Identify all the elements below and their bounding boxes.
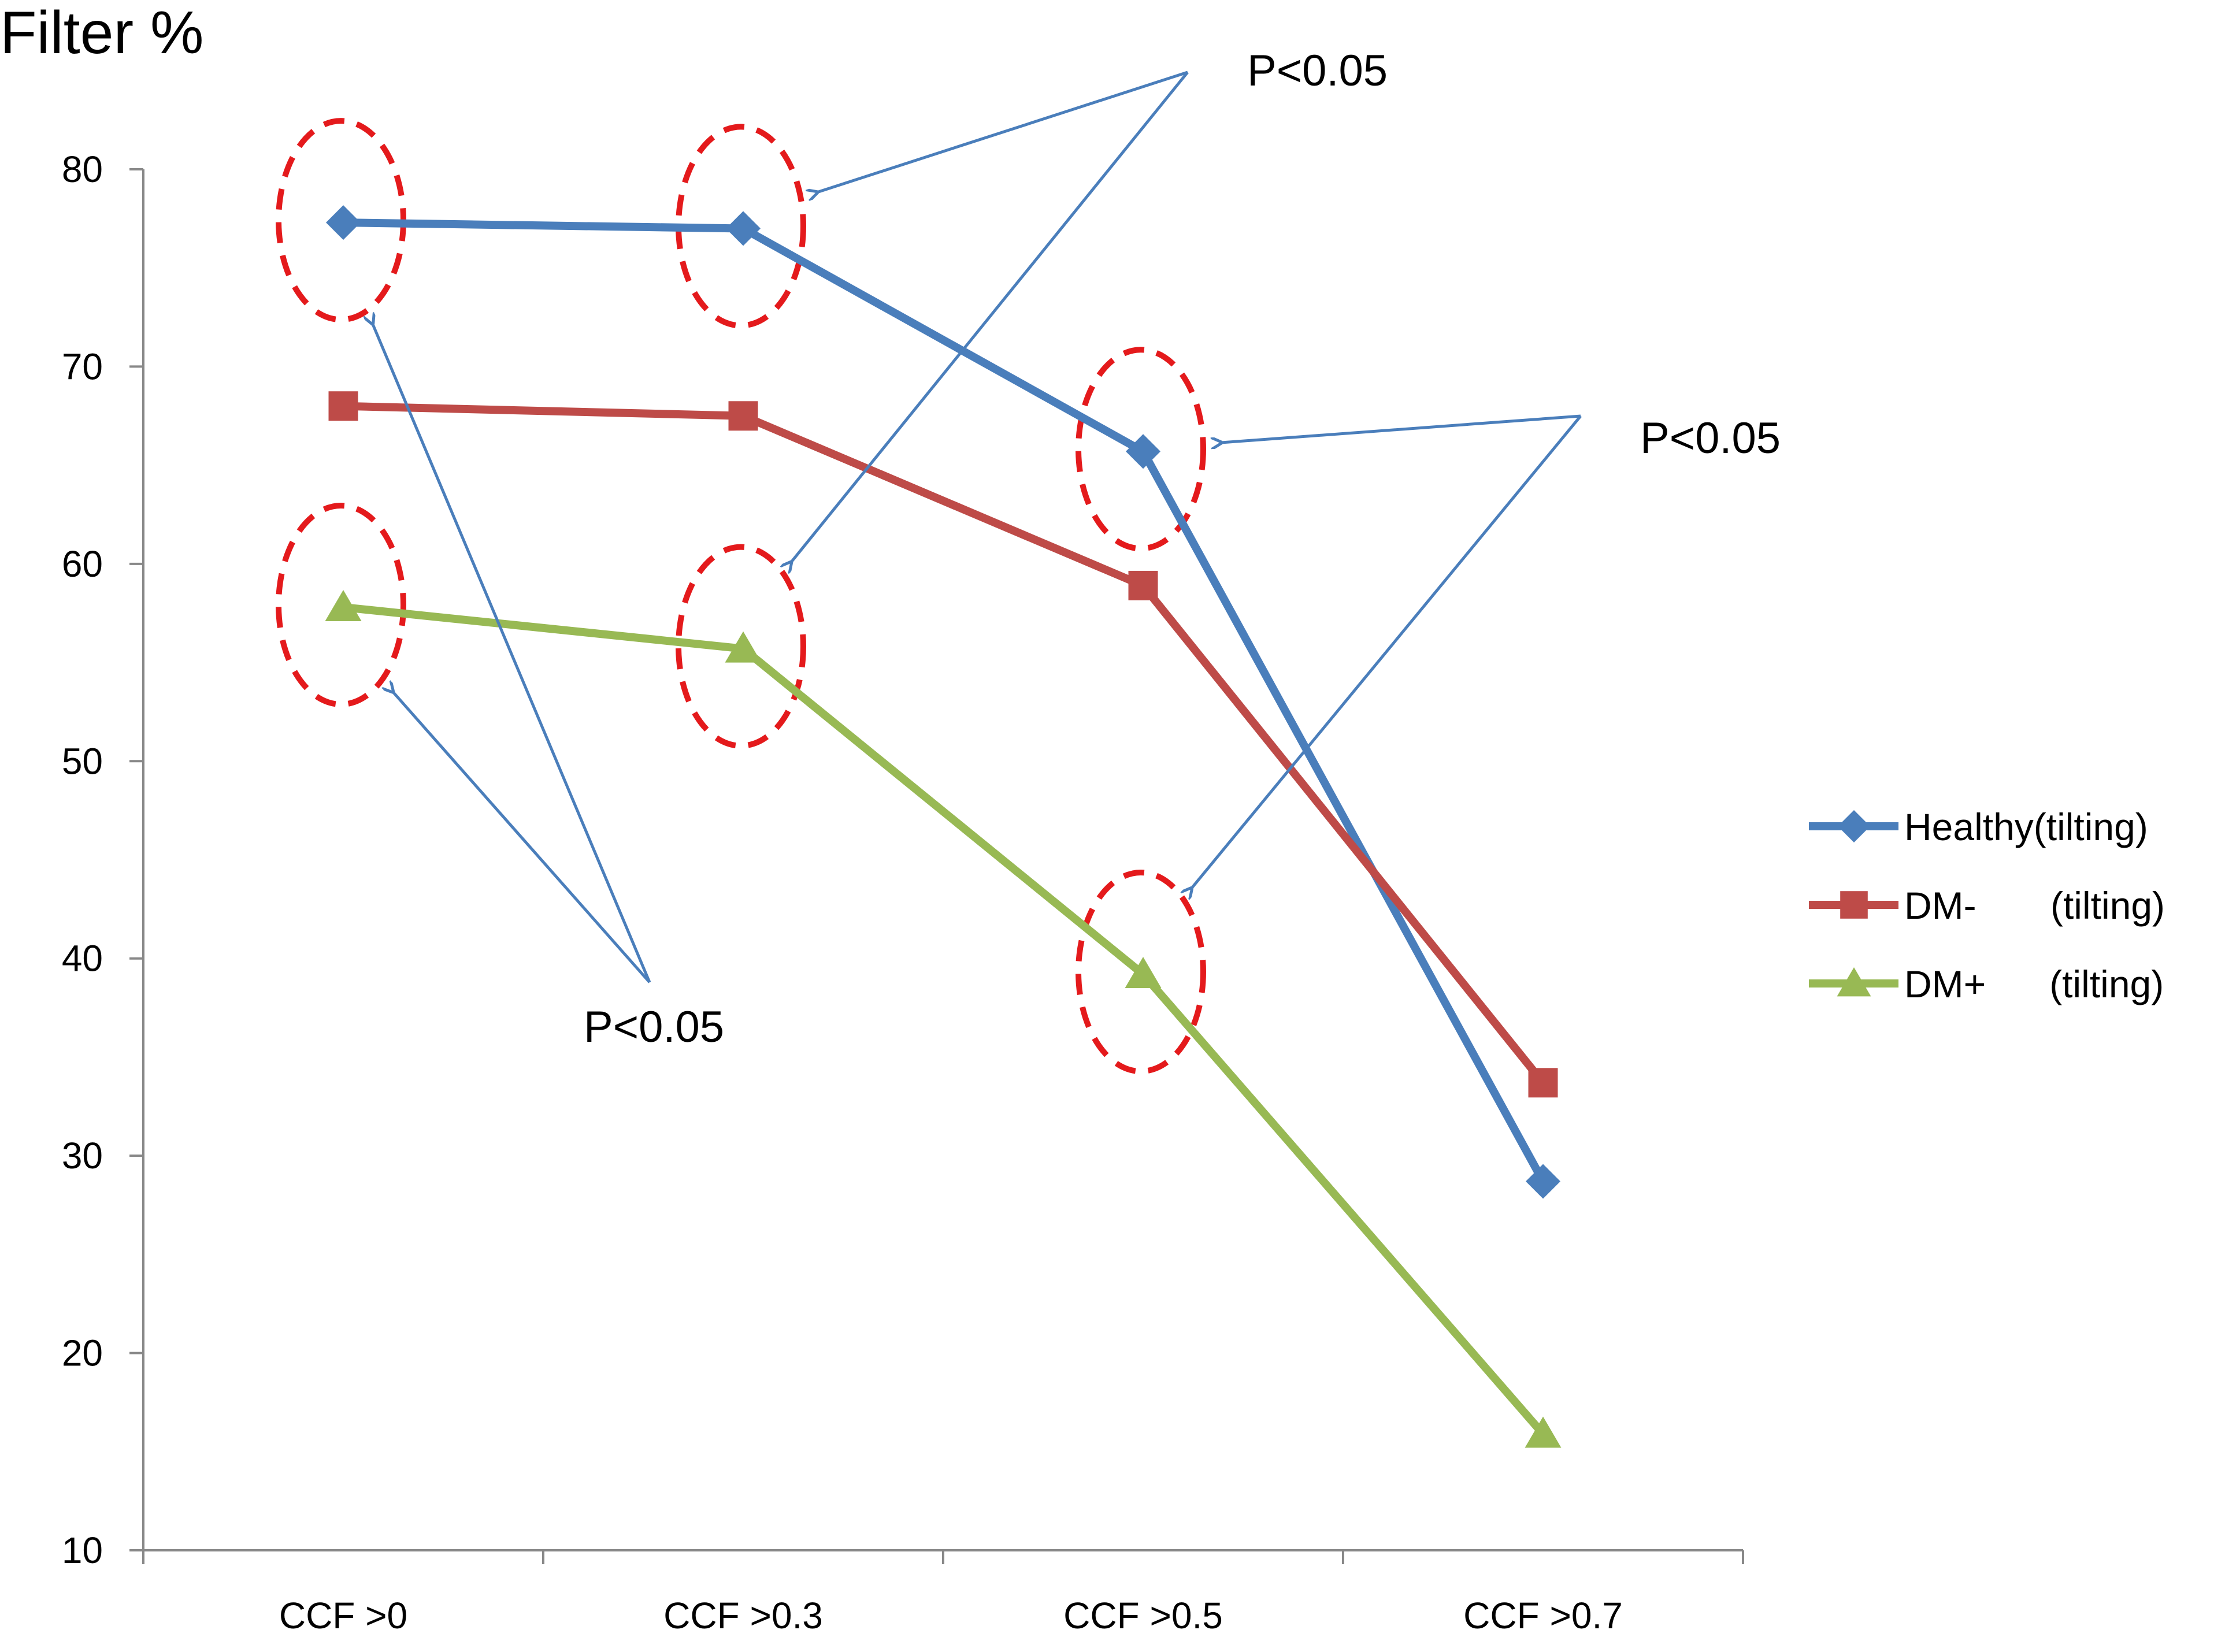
y-tick-label: 50 <box>62 740 103 782</box>
annotations: P<0.05 P<0.05 P<0.05 <box>373 46 1781 1052</box>
data-point-s2-p1 <box>725 631 762 663</box>
series-markers <box>325 205 1562 1448</box>
data-point-s1-p0 <box>328 391 358 421</box>
highlight-ellipse <box>276 502 406 707</box>
series-line-0 <box>343 218 1547 1183</box>
data-point-s0-p0 <box>326 205 361 240</box>
series-lines <box>343 218 1547 1437</box>
series-line-1 <box>343 402 1547 1086</box>
y-tick-label: 30 <box>62 1135 103 1176</box>
annotation-arrow <box>1222 414 1581 443</box>
annotation-label: P<0.05 <box>1640 414 1781 463</box>
data-point-s0-p2 <box>1126 434 1160 469</box>
data-point-s1-p3 <box>1528 1068 1558 1098</box>
y-tick-label: 10 <box>62 1530 103 1571</box>
x-tick-label: CCF >0.3 <box>663 1595 823 1636</box>
x-axis-ticks: CCF >0 CCF >0.3 CCF >0.5 CCF >0.7 <box>142 1550 1744 1636</box>
legend-label: DM- (tilting) <box>1904 884 2165 927</box>
annotation-arrow <box>792 71 1189 562</box>
x-tick-label: CCF >0.5 <box>1063 1595 1223 1636</box>
data-point-s0-p3 <box>1526 1164 1560 1199</box>
data-point-s2-p0 <box>325 589 362 621</box>
series-line-2 <box>343 603 1547 1437</box>
legend: Healthy(tilting) DM- (tilting) DM+ (tiltin… <box>1809 805 2165 1005</box>
y-tick-label: 60 <box>62 543 103 585</box>
y-axis-ticks: 10 20 30 40 50 60 70 80 <box>62 149 143 1571</box>
x-tick-label: CCF >0.7 <box>1463 1595 1623 1636</box>
y-tick-label: 20 <box>62 1332 103 1374</box>
y-tick-label: 80 <box>62 149 103 190</box>
y-tick-label: 40 <box>62 938 103 979</box>
data-point-s1-p2 <box>1128 570 1158 600</box>
annotation-label: P<0.05 <box>1247 46 1388 95</box>
data-point-s2-p2 <box>1125 957 1162 989</box>
legend-marker <box>1840 891 1868 919</box>
annotation-arrow <box>394 692 651 983</box>
legend-label: Healthy(tilting) <box>1904 805 2148 848</box>
y-tick-label: 70 <box>62 346 103 387</box>
x-tick-label: CCF >0 <box>279 1595 407 1636</box>
highlight-ellipse <box>676 544 806 749</box>
highlight-ellipse <box>1076 347 1206 552</box>
data-point-s0-p1 <box>726 211 761 246</box>
data-point-s1-p1 <box>728 401 758 431</box>
legend-label: DM+ (tilting) <box>1904 963 2164 1005</box>
significance-highlights <box>276 118 1206 1075</box>
legend-marker <box>1838 810 1870 842</box>
annotation-label: P<0.05 <box>584 1003 724 1052</box>
annotation-arrow <box>1192 415 1582 888</box>
annotation-arrow <box>818 70 1188 192</box>
highlight-ellipse <box>676 124 806 329</box>
y-axis-title: Filter % <box>0 0 203 66</box>
highlight-ellipse <box>1076 870 1206 1075</box>
annotation-arrow <box>373 324 651 983</box>
data-point-s2-p3 <box>1525 1416 1562 1448</box>
legend-marker <box>1837 967 1871 997</box>
